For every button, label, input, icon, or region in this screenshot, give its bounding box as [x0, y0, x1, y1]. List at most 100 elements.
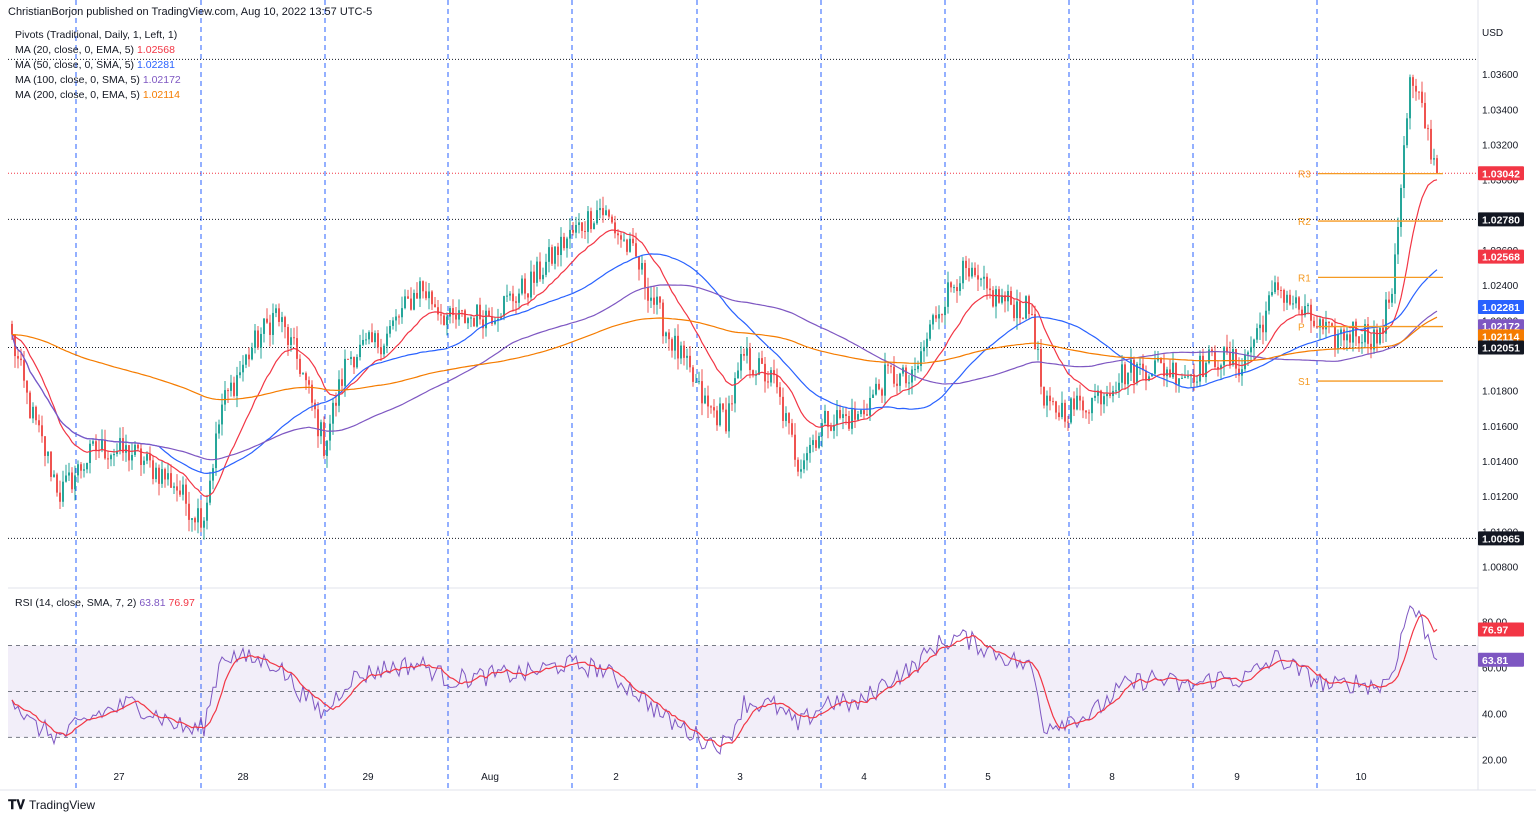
candle-body	[689, 355, 691, 368]
candle-body	[1016, 301, 1018, 319]
candle-body	[1076, 395, 1078, 410]
candle-body	[1205, 362, 1207, 378]
tradingview-logo-icon: 𝐓𝐕	[8, 797, 25, 812]
candle-body	[584, 231, 586, 233]
candle-body	[680, 345, 682, 359]
price-badge-text: 1.02281	[1482, 302, 1520, 314]
candle-body	[710, 406, 712, 408]
candle-body	[179, 490, 181, 495]
candle-body	[866, 414, 868, 416]
rsi-legend-ma-value: 76.97	[168, 597, 195, 609]
candle-body	[842, 414, 844, 419]
candle-body	[1292, 303, 1294, 305]
candle-body	[572, 229, 574, 233]
candle-body	[551, 247, 553, 264]
candle-body	[440, 314, 442, 316]
candle-body	[1061, 402, 1063, 418]
legend-row-ma100[interactable]: MA (100, close, 0, SMA, 5) 1.02172	[15, 73, 181, 88]
candle-body	[287, 327, 289, 345]
legend-row-ma20[interactable]: MA (20, close, 0, EMA, 5) 1.02568	[15, 43, 181, 58]
candle-body	[1400, 188, 1402, 228]
candle-body	[914, 369, 916, 371]
candle-body	[731, 403, 733, 405]
price-axis-label: 1.03200	[1482, 140, 1519, 151]
candle-body	[1427, 128, 1429, 130]
legend-label: Pivots (Traditional, Daily, 1, Left, 1)	[15, 29, 178, 41]
candle-body	[1373, 329, 1375, 350]
candle-body	[221, 404, 223, 425]
price-badge-text: 1.00965	[1482, 533, 1520, 545]
candle-body	[392, 320, 394, 326]
candle-body	[1250, 346, 1252, 353]
candle-body	[341, 379, 343, 386]
legend-row-ma200[interactable]: MA (200, close, 0, EMA, 5) 1.02114	[15, 88, 181, 103]
time-axis-label: 5	[985, 772, 991, 783]
candle-body	[149, 454, 151, 461]
candle-body	[1181, 377, 1183, 379]
candle-body	[449, 308, 451, 317]
candle-body	[1388, 299, 1390, 303]
candle-body	[767, 381, 769, 383]
rsi-axis-label: 40.00	[1482, 709, 1507, 720]
candle-body	[224, 390, 226, 405]
candle-body	[1184, 376, 1186, 378]
candle-body	[128, 445, 130, 461]
legend-row-pivots[interactable]: Pivots (Traditional, Daily, 1, Left, 1)	[15, 28, 181, 43]
candle-body	[677, 335, 679, 359]
candle-body	[695, 381, 697, 383]
candle-body	[830, 426, 832, 431]
candle-body	[410, 298, 412, 310]
candle-body	[1364, 324, 1366, 343]
candle-body	[401, 308, 403, 318]
candle-body	[62, 481, 64, 502]
time-axis-label: 8	[1109, 772, 1115, 783]
candle-body	[1220, 365, 1222, 369]
legend-label: MA (50, close, 0, SMA, 5)	[15, 59, 135, 71]
price-axis-label: 1.03400	[1482, 105, 1519, 116]
candle-body	[80, 464, 82, 471]
candle-body	[797, 459, 799, 472]
candle-body	[356, 357, 358, 368]
candle-body	[1043, 386, 1045, 406]
candle-body	[554, 246, 556, 264]
candle-body	[1031, 313, 1033, 315]
candle-body	[1298, 297, 1300, 310]
candle-body	[1118, 382, 1120, 391]
candle-body	[1382, 327, 1384, 334]
ma200-line	[11, 316, 1438, 401]
candle-body	[671, 339, 673, 351]
candle-body	[1130, 359, 1132, 373]
candle-body	[503, 296, 505, 317]
candle-body	[530, 271, 532, 298]
candle-body	[1370, 343, 1372, 350]
candle-body	[707, 395, 709, 407]
candle-body	[1142, 363, 1144, 371]
candle-body	[863, 410, 865, 415]
candle-body	[773, 370, 775, 376]
candle-body	[68, 472, 70, 476]
rsi-legend[interactable]: RSI (14, close, SMA, 7, 2) 63.81 76.97	[15, 597, 195, 609]
candle-body	[32, 406, 34, 419]
candle-body	[959, 283, 961, 292]
candle-body	[653, 297, 655, 305]
candle-body	[716, 410, 718, 426]
candle-body	[926, 338, 928, 347]
candle-body	[944, 306, 946, 316]
candle-body	[1082, 400, 1084, 411]
candle-body	[749, 348, 751, 371]
candle-body	[479, 304, 481, 320]
candle-body	[455, 315, 457, 320]
candle-body	[1229, 351, 1231, 365]
pivot-label-r2: R2	[1298, 217, 1311, 228]
candle-body	[1115, 390, 1117, 392]
candle-body	[911, 369, 913, 383]
candle-body	[1334, 325, 1336, 349]
legend-row-ma50[interactable]: MA (50, close, 0, SMA, 5) 1.02281	[15, 58, 181, 73]
candle-body	[254, 330, 256, 348]
rsi-badge-text: 63.81	[1482, 655, 1508, 667]
tradingview-brand[interactable]: 𝐓𝐕 TradingView	[8, 797, 95, 813]
rsi-band-layer	[8, 645, 1478, 738]
candle-body	[1349, 334, 1351, 343]
candle-body	[215, 433, 217, 469]
candle-body	[170, 473, 172, 488]
